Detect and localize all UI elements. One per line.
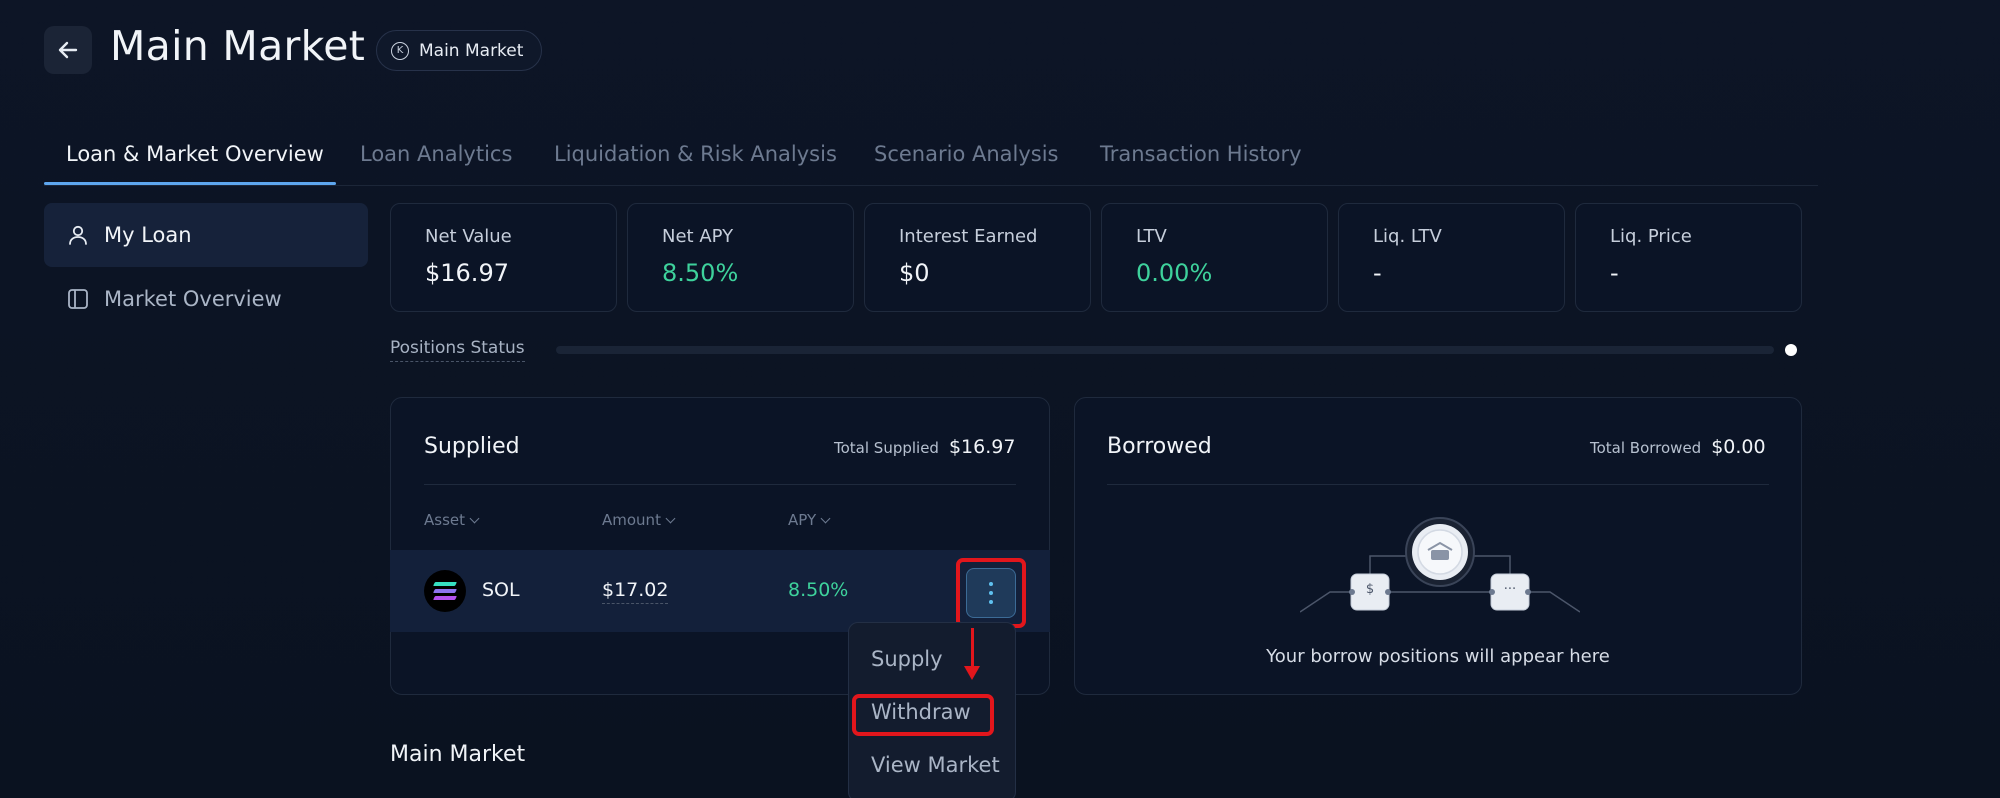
chevron-down-icon [665,513,676,523]
tab-loan-market-overview[interactable]: Loan & Market Overview [66,142,324,166]
table-row[interactable] [390,550,1050,632]
stat-label: Net Value [425,226,512,247]
stat-value: 0.00% [1136,259,1213,287]
stat-value: 8.50% [662,259,739,287]
total-borrowed-label: Total Borrowed [1590,439,1702,457]
arrow-left-icon [58,41,78,59]
stat-label: Interest Earned [899,226,1038,247]
active-tab-indicator [44,182,336,185]
total-borrowed: Total Borrowed $0.00 [1590,436,1766,458]
column-header-label: Amount [602,511,661,529]
column-header-asset[interactable]: Asset [424,511,480,529]
asset-name: SOL [482,579,520,601]
total-borrowed-value: $0.00 [1711,436,1766,458]
stat-value: - [1610,259,1619,287]
chevron-down-icon [469,513,480,523]
column-header-label: APY [788,511,817,529]
stat-card-liq-price: Liq. Price - [1575,203,1802,312]
page-title: Main Market [110,22,366,70]
chevron-down-icon [820,513,831,523]
market-chip-label: Main Market [419,40,524,61]
sol-token-icon [424,570,466,612]
sidebar-item-label: My Loan [104,223,192,247]
stat-label: Liq. Price [1610,226,1692,247]
menu-item-supply[interactable]: Supply [871,647,943,671]
column-header-apy[interactable]: APY [788,511,831,529]
asset-amount[interactable]: $17.02 [602,579,669,604]
back-button[interactable] [44,26,92,74]
tab-loan-analytics[interactable]: Loan Analytics [360,142,513,166]
total-supplied: Total Supplied $16.97 [834,436,1015,458]
total-supplied-label: Total Supplied [834,439,939,457]
stat-value: - [1373,259,1382,287]
sidebar-item-my-loan[interactable]: My Loan [44,203,368,267]
empty-borrow-message: Your borrow positions will appear here [1266,646,1610,667]
empty-borrow-illustration [1300,517,1580,613]
supplied-title: Supplied [424,434,520,459]
stat-card-interest-earned: Interest Earned $0 [864,203,1091,312]
section-title: Main Market [390,742,526,767]
tab-liquidation-risk[interactable]: Liquidation & Risk Analysis [554,142,837,166]
more-vertical-icon [989,582,993,586]
stat-value: $16.97 [425,259,509,287]
more-horizontal-icon: ··· [1503,582,1517,597]
menu-item-withdraw[interactable]: Withdraw [871,700,971,724]
stat-value: $0 [899,259,930,287]
tab-transaction-history[interactable]: Transaction History [1100,142,1302,166]
stat-card-net-apy: Net APY 8.50% [627,203,854,312]
positions-status-marker [1785,344,1797,356]
stat-card-liq-ltv: Liq. LTV - [1338,203,1565,312]
menu-item-view-market[interactable]: View Market [871,753,1000,777]
market-logo-icon: K [391,41,409,60]
annotation-highlight-withdraw [852,694,994,736]
sidebar-item-label: Market Overview [104,287,282,311]
stat-label: Liq. LTV [1373,226,1442,247]
stat-label: LTV [1136,226,1167,247]
stat-card-ltv: LTV 0.00% [1101,203,1328,312]
divider [1107,484,1769,485]
annotation-arrow-head [964,666,980,680]
row-actions-button[interactable] [966,568,1016,618]
asset-apy: 8.50% [788,579,849,601]
sidebar-item-market-overview[interactable]: Market Overview [44,267,368,331]
dollar-icon: $ [1365,582,1375,597]
stat-card-net-value: Net Value $16.97 [390,203,617,312]
total-supplied-value: $16.97 [948,436,1016,458]
tab-scenario-analysis[interactable]: Scenario Analysis [874,142,1059,166]
market-chip[interactable]: K Main Market [376,30,543,71]
positions-status-bar [556,346,1774,354]
column-header-label: Asset [424,511,466,529]
stat-label: Net APY [662,226,734,247]
column-header-amount[interactable]: Amount [602,511,676,529]
panel-icon [68,289,88,309]
borrowed-title: Borrowed [1107,434,1212,459]
positions-status-label[interactable]: Positions Status [390,338,525,362]
divider [424,484,1016,485]
annotation-arrow [971,628,974,670]
row-actions-menu: Supply Withdraw View Market [848,622,1016,798]
annotation-highlight-actions [956,558,1026,628]
tab-bar: Loan & Market Overview Loan Analytics Li… [44,138,1818,186]
user-icon [69,225,87,245]
